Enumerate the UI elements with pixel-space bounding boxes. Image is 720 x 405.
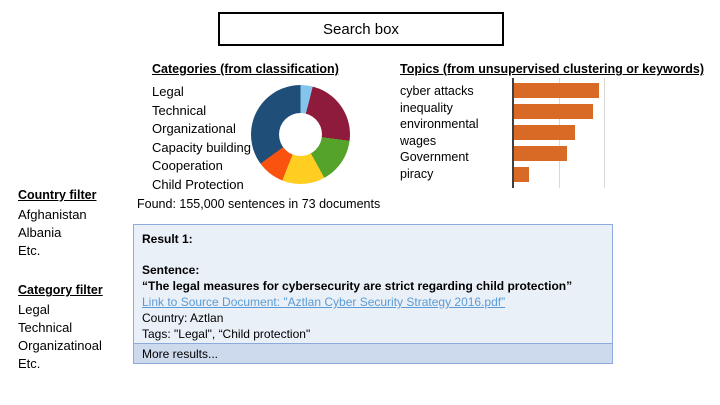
country-filter-item[interactable]: Albania — [18, 225, 62, 240]
results-summary: Found: 155,000 sentences in 73 documents — [137, 197, 381, 211]
result-tags: Tags: "Legal", “Child protection" — [142, 327, 311, 341]
search-input[interactable]: Search box — [218, 12, 504, 46]
topics-label-list: cyber attacks inequality environmental wage… — [400, 83, 479, 183]
topic-bar — [514, 125, 576, 140]
country-filter-heading: Country filter — [18, 188, 97, 202]
search-box-label: Search box — [323, 20, 399, 38]
categories-legend-item: Organizational — [152, 121, 236, 136]
topics-label-item: environmental — [400, 117, 479, 132]
result-title: Result 1: — [142, 232, 193, 246]
category-filter-list: Legal Technical Organizatinoal Etc. — [18, 301, 102, 373]
categories-donut-chart — [251, 85, 350, 184]
country-filter-item[interactable]: Afghanistan — [18, 207, 87, 222]
topic-bar — [514, 167, 530, 182]
topics-label-item: wages — [400, 133, 437, 148]
topics-bar-chart — [512, 78, 622, 188]
result-sentence: “The legal measures for cybersecurity ar… — [142, 279, 573, 293]
category-filter-item[interactable]: Etc. — [18, 356, 41, 371]
result-card: Result 1: Sentence: “The legal measures … — [133, 224, 613, 344]
category-filter-item[interactable]: Legal — [18, 302, 50, 317]
categories-legend: Legal Technical Organizational Capacity bui… — [152, 83, 251, 194]
country-filter-list: Afghanistan Albania Etc. — [18, 206, 87, 260]
topic-bar — [514, 146, 567, 161]
categories-legend-item: Legal — [152, 84, 184, 99]
categories-legend-item: Cooperation — [152, 158, 223, 173]
topics-label-item: inequality — [400, 100, 453, 115]
country-filter-item[interactable]: Etc. — [18, 243, 41, 258]
result-sentence-label: Sentence: — [142, 263, 200, 277]
category-filter-heading: Category filter — [18, 283, 103, 297]
result-country: Country: Aztlan — [142, 311, 224, 325]
topic-bar — [514, 83, 599, 98]
categories-legend-item: Capacity building — [152, 139, 252, 155]
topics-label-item: Government — [400, 150, 469, 165]
topics-label-item: cyber attacks — [400, 84, 474, 98]
bar-chart-gridline — [604, 78, 606, 188]
topics-heading: Topics (from unsupervised clustering or … — [400, 62, 704, 76]
categories-heading: Categories (from classification) — [152, 62, 339, 76]
more-results-button[interactable]: More results... — [133, 343, 613, 364]
source-document-link[interactable]: Link to Source Document: "Aztlan Cyber S… — [142, 295, 506, 309]
category-filter-item[interactable]: Organizatinoal — [18, 338, 102, 353]
more-results-label: More results... — [142, 346, 219, 361]
categories-legend-item: Child Protection — [152, 176, 244, 192]
topic-bar — [514, 104, 594, 119]
category-filter-item[interactable]: Technical — [18, 320, 73, 335]
categories-legend-item: Technical — [152, 102, 207, 118]
topics-label-item: piracy — [400, 166, 434, 181]
result-spacer — [142, 247, 604, 262]
